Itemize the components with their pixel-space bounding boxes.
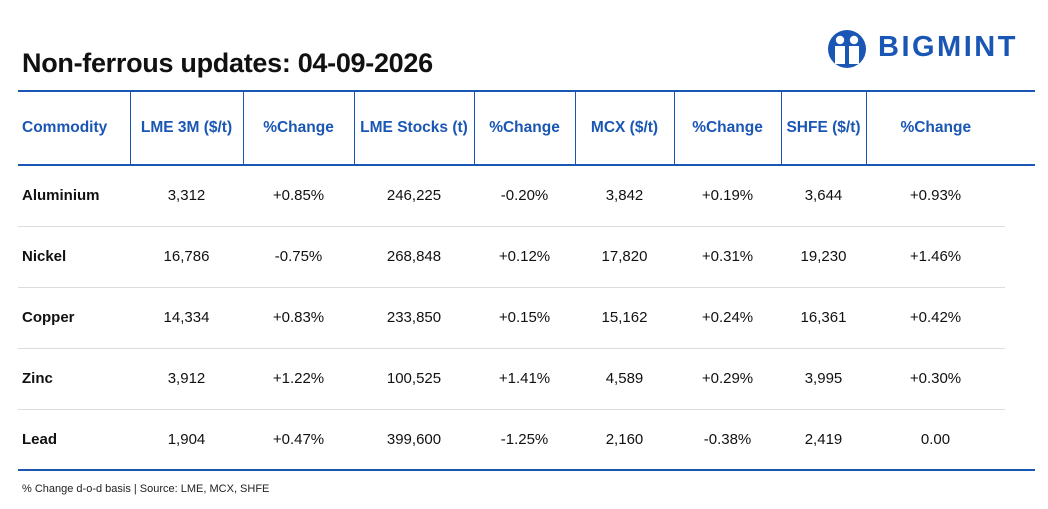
lme-stocks-value: 399,600 (354, 409, 474, 470)
header-shfe-change: %Change (866, 91, 1005, 165)
header-spacer (1005, 91, 1035, 165)
lme-stocks-change: +0.12% (474, 226, 575, 287)
lme-stocks-change: -1.25% (474, 409, 575, 470)
shfe-value: 3,644 (781, 165, 866, 226)
row-spacer (1005, 348, 1035, 409)
lme-3m-value: 1,904 (130, 409, 243, 470)
header-lme-stocks: LME Stocks (t) (354, 91, 474, 165)
commodity-name: Nickel (18, 226, 130, 287)
lme-3m-value: 3,912 (130, 348, 243, 409)
row-spacer (1005, 165, 1035, 226)
commodity-name: Aluminium (18, 165, 130, 226)
lme-3m-value: 14,334 (130, 287, 243, 348)
row-spacer (1005, 226, 1035, 287)
header-shfe: SHFE ($/t) (781, 91, 866, 165)
commodity-name: Copper (18, 287, 130, 348)
table-row: Zinc 3,912 +1.22% 100,525 +1.41% 4,589 +… (18, 348, 1035, 409)
shfe-value: 16,361 (781, 287, 866, 348)
row-spacer (1005, 409, 1035, 470)
non-ferrous-table: Commodity LME 3M ($/t) %Change LME Stock… (18, 90, 1035, 471)
header-lme-stocks-change: %Change (474, 91, 575, 165)
lme-stocks-value: 268,848 (354, 226, 474, 287)
mcx-value: 15,162 (575, 287, 674, 348)
page-title: Non-ferrous updates: 04-09-2026 (22, 48, 433, 79)
lme-3m-change: +0.83% (243, 287, 354, 348)
table-row: Aluminium 3,312 +0.85% 246,225 -0.20% 3,… (18, 165, 1035, 226)
table-row: Lead 1,904 +0.47% 399,600 -1.25% 2,160 -… (18, 409, 1035, 470)
lme-stocks-change: +0.15% (474, 287, 575, 348)
lme-stocks-value: 100,525 (354, 348, 474, 409)
mcx-change: +0.24% (674, 287, 781, 348)
table-row: Nickel 16,786 -0.75% 268,848 +0.12% 17,8… (18, 226, 1035, 287)
lme-3m-change: +0.47% (243, 409, 354, 470)
shfe-value: 3,995 (781, 348, 866, 409)
lme-3m-change: +1.22% (243, 348, 354, 409)
lme-stocks-value: 233,850 (354, 287, 474, 348)
bigmint-people-logo-icon (826, 26, 870, 70)
lme-3m-value: 16,786 (130, 226, 243, 287)
row-spacer (1005, 287, 1035, 348)
header-lme-3m-change: %Change (243, 91, 354, 165)
mcx-value: 17,820 (575, 226, 674, 287)
lme-3m-change: -0.75% (243, 226, 354, 287)
lme-stocks-change: +1.41% (474, 348, 575, 409)
shfe-change: +1.46% (866, 226, 1005, 287)
lme-stocks-value: 246,225 (354, 165, 474, 226)
lme-3m-change: +0.85% (243, 165, 354, 226)
mcx-change: -0.38% (674, 409, 781, 470)
logo-wordmark: BIGMINT (878, 31, 1018, 64)
lme-stocks-change: -0.20% (474, 165, 575, 226)
mcx-value: 2,160 (575, 409, 674, 470)
header-mcx: MCX ($/t) (575, 91, 674, 165)
mcx-change: +0.19% (674, 165, 781, 226)
mcx-change: +0.29% (674, 348, 781, 409)
shfe-change: 0.00 (866, 409, 1005, 470)
shfe-value: 19,230 (781, 226, 866, 287)
mcx-value: 3,842 (575, 165, 674, 226)
mcx-change: +0.31% (674, 226, 781, 287)
lme-3m-value: 3,312 (130, 165, 243, 226)
table-header-row: Commodity LME 3M ($/t) %Change LME Stock… (18, 91, 1035, 165)
header-mcx-change: %Change (674, 91, 781, 165)
source-footnote: % Change d-o-d basis | Source: LME, MCX,… (22, 483, 269, 495)
bigmint-logo: BIGMINT (826, 26, 1038, 70)
shfe-change: +0.93% (866, 165, 1005, 226)
table-row: Copper 14,334 +0.83% 233,850 +0.15% 15,1… (18, 287, 1035, 348)
commodity-name: Lead (18, 409, 130, 470)
header-lme-3m: LME 3M ($/t) (130, 91, 243, 165)
header-commodity: Commodity (18, 91, 130, 165)
shfe-change: +0.42% (866, 287, 1005, 348)
shfe-change: +0.30% (866, 348, 1005, 409)
shfe-value: 2,419 (781, 409, 866, 470)
mcx-value: 4,589 (575, 348, 674, 409)
commodity-name: Zinc (18, 348, 130, 409)
